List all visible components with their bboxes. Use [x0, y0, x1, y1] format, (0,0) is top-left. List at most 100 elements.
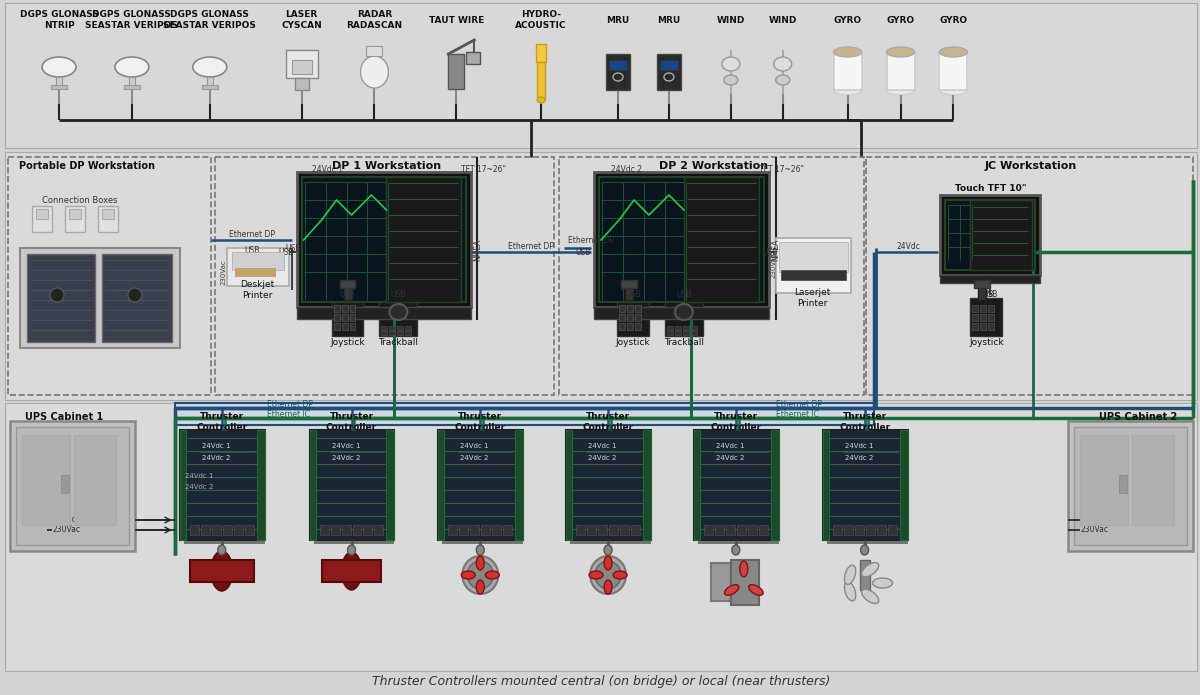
Text: 24Vdc 1: 24Vdc 1 [185, 473, 214, 479]
Ellipse shape [476, 545, 485, 555]
FancyBboxPatch shape [619, 305, 625, 312]
FancyBboxPatch shape [342, 323, 348, 330]
Text: Thruster Controllers mounted central (on bridge) or local (near thrusters): Thruster Controllers mounted central (on… [372, 676, 830, 689]
FancyBboxPatch shape [102, 254, 172, 342]
Text: 24Vdc 2: 24Vdc 2 [331, 455, 360, 461]
Ellipse shape [217, 545, 226, 555]
Text: USB: USB [340, 290, 355, 298]
FancyBboxPatch shape [1068, 421, 1193, 551]
Ellipse shape [604, 580, 612, 594]
FancyBboxPatch shape [449, 525, 457, 535]
Text: USB: USB [244, 245, 259, 254]
Ellipse shape [476, 556, 485, 570]
Text: 24Vdc 1: 24Vdc 1 [202, 443, 230, 449]
Text: WIND: WIND [768, 15, 797, 24]
Text: MRU: MRU [606, 15, 630, 24]
FancyBboxPatch shape [770, 430, 779, 540]
Ellipse shape [390, 304, 408, 320]
FancyBboxPatch shape [390, 326, 396, 330]
FancyBboxPatch shape [322, 560, 382, 582]
Text: 24Vdc 1: 24Vdc 1 [716, 443, 744, 449]
FancyBboxPatch shape [619, 323, 625, 330]
Ellipse shape [467, 561, 493, 589]
FancyBboxPatch shape [674, 331, 680, 335]
Text: 230Vac: 230Vac [52, 525, 80, 534]
FancyBboxPatch shape [28, 254, 95, 342]
Text: UPS Cabinet 1: UPS Cabinet 1 [25, 412, 103, 422]
Text: USB: USB [284, 243, 300, 252]
FancyBboxPatch shape [52, 85, 67, 89]
FancyBboxPatch shape [667, 331, 673, 335]
FancyBboxPatch shape [334, 314, 340, 321]
FancyBboxPatch shape [124, 85, 140, 89]
FancyBboxPatch shape [319, 525, 329, 535]
FancyBboxPatch shape [587, 525, 596, 535]
FancyBboxPatch shape [70, 209, 80, 219]
FancyBboxPatch shape [978, 285, 986, 300]
FancyBboxPatch shape [330, 525, 340, 535]
FancyBboxPatch shape [313, 434, 395, 544]
FancyBboxPatch shape [683, 326, 689, 330]
FancyBboxPatch shape [628, 305, 634, 312]
FancyBboxPatch shape [382, 331, 388, 335]
FancyBboxPatch shape [698, 434, 779, 544]
FancyBboxPatch shape [775, 238, 851, 293]
FancyBboxPatch shape [859, 560, 870, 590]
FancyBboxPatch shape [202, 85, 217, 89]
Text: 24Vdc 2: 24Vdc 2 [461, 455, 488, 461]
Text: Deskjet
Printer: Deskjet Printer [240, 280, 275, 300]
FancyBboxPatch shape [619, 314, 625, 321]
FancyBboxPatch shape [628, 323, 634, 330]
Text: USB: USB [576, 247, 590, 256]
FancyBboxPatch shape [286, 50, 318, 78]
Ellipse shape [887, 47, 914, 57]
Text: MRU: MRU [658, 15, 680, 24]
FancyBboxPatch shape [980, 323, 986, 330]
FancyBboxPatch shape [492, 525, 502, 535]
FancyBboxPatch shape [98, 206, 118, 232]
Ellipse shape [845, 582, 856, 601]
FancyBboxPatch shape [342, 305, 348, 312]
Text: 230Vac: 230Vac [1080, 525, 1109, 534]
FancyBboxPatch shape [200, 525, 210, 535]
FancyBboxPatch shape [758, 525, 768, 535]
Ellipse shape [604, 545, 612, 555]
Ellipse shape [834, 47, 862, 57]
FancyBboxPatch shape [940, 52, 967, 90]
Text: HYDRO-
ACOUSTIC: HYDRO- ACOUSTIC [516, 10, 566, 30]
FancyBboxPatch shape [56, 77, 62, 85]
FancyBboxPatch shape [538, 62, 545, 100]
Text: 24Vdc 1: 24Vdc 1 [588, 443, 617, 449]
Text: WIND: WIND [716, 15, 745, 24]
FancyBboxPatch shape [684, 177, 758, 302]
Ellipse shape [774, 57, 792, 71]
Ellipse shape [128, 288, 142, 302]
FancyBboxPatch shape [635, 323, 641, 330]
FancyBboxPatch shape [622, 280, 637, 288]
Text: USB: USB [983, 290, 998, 298]
FancyBboxPatch shape [390, 331, 396, 335]
FancyBboxPatch shape [566, 430, 572, 540]
FancyBboxPatch shape [180, 430, 265, 540]
Ellipse shape [724, 75, 738, 85]
Text: 24Vdc 1: 24Vdc 1 [331, 443, 360, 449]
FancyBboxPatch shape [340, 280, 355, 288]
FancyBboxPatch shape [625, 285, 634, 300]
Ellipse shape [872, 578, 893, 588]
FancyBboxPatch shape [594, 172, 769, 307]
Text: LASER
CYSCAN: LASER CYSCAN [281, 10, 322, 30]
FancyBboxPatch shape [941, 275, 1040, 283]
FancyBboxPatch shape [827, 434, 907, 544]
FancyBboxPatch shape [980, 305, 986, 312]
Text: 24Vdc 1: 24Vdc 1 [461, 443, 488, 449]
Text: Thruster
Controller: Thruster Controller [196, 412, 247, 432]
FancyBboxPatch shape [946, 200, 1036, 270]
Text: DGPS GLONASS
SEASTAR VERIPOS: DGPS GLONASS SEASTAR VERIPOS [85, 10, 179, 30]
FancyBboxPatch shape [710, 563, 731, 601]
Ellipse shape [834, 85, 862, 95]
Ellipse shape [462, 556, 498, 594]
Text: USB: USB [677, 290, 691, 298]
FancyBboxPatch shape [232, 252, 283, 270]
FancyBboxPatch shape [617, 298, 649, 336]
Text: Laserjet
Printer: Laserjet Printer [794, 288, 830, 308]
